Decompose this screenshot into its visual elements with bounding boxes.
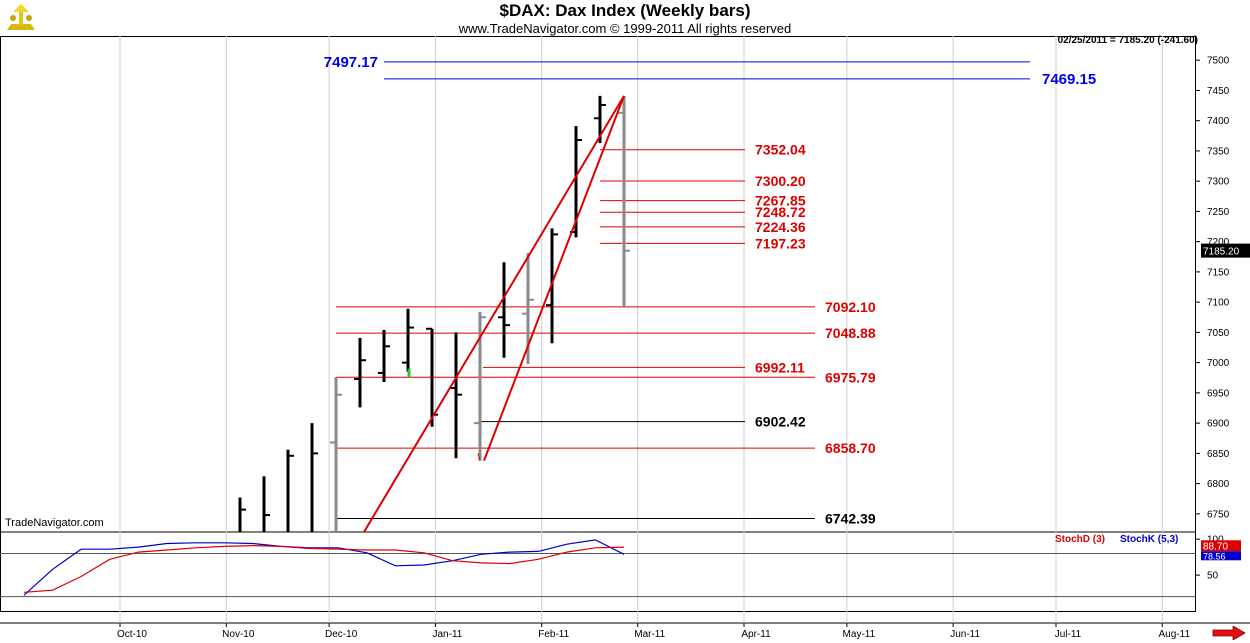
- x-tick-label: Feb-11: [538, 629, 569, 640]
- x-tick-label: Aug-11: [1159, 629, 1191, 640]
- x-tick-label: Dec-10: [325, 629, 358, 640]
- last-price-box: [1201, 243, 1250, 258]
- trade-navigator-logo-icon: [7, 4, 35, 30]
- x-tick-label: Jul-11: [1055, 629, 1082, 640]
- ohlc-bar: [498, 262, 510, 358]
- legend-stochk: StochK (5,3): [1120, 534, 1178, 545]
- ohlc-bar: [354, 337, 366, 408]
- ohlc-bar: [378, 329, 390, 382]
- osc-tick-label: 50: [1207, 571, 1219, 582]
- y-tick-label: 6900: [1207, 419, 1230, 430]
- y-tick-label: 7350: [1207, 146, 1230, 157]
- level-label-7248.72: 7248.72: [755, 204, 806, 220]
- stochk-value: 78.56: [1203, 551, 1226, 561]
- ohlc-bar: [286, 449, 294, 532]
- y-tick-label: 7450: [1207, 86, 1230, 97]
- level-label-7048.88: 7048.88: [825, 325, 876, 341]
- x-tick-label: Jun-11: [950, 629, 980, 640]
- level-label-7267.85: 7267.85: [755, 193, 806, 209]
- y-tick-label: 7100: [1207, 298, 1230, 309]
- last-price-label: 7185.20: [1203, 247, 1240, 258]
- y-tick-label: 7000: [1207, 358, 1230, 369]
- level-label-7497.17: 7497.17: [324, 54, 378, 71]
- osc-series-stochk: [23, 539, 625, 596]
- brand-watermark: TradeNavigator.com: [5, 517, 104, 529]
- ohlc-bar: [262, 476, 270, 532]
- ohlc-bar: [310, 423, 318, 532]
- trendline-0: [363, 95, 625, 533]
- level-label-6975.79: 6975.79: [825, 369, 876, 385]
- level-label-6902.42: 6902.42: [755, 414, 806, 430]
- level-label-7224.36: 7224.36: [755, 219, 806, 235]
- level-label-7300.20: 7300.20: [755, 173, 806, 189]
- y-tick-label: 7150: [1207, 267, 1230, 278]
- legend-stochd: StochD (3): [1055, 534, 1105, 545]
- level-label-6992.11: 6992.11: [755, 359, 805, 375]
- level-label-6858.70: 6858.70: [825, 440, 876, 456]
- y-tick-label: 7500: [1207, 56, 1230, 67]
- stochk-value-box: [1201, 551, 1241, 561]
- y-tick-label: 7400: [1207, 116, 1230, 127]
- y-tick-label: 7250: [1207, 207, 1230, 218]
- level-label-6742.39: 6742.39: [825, 510, 876, 526]
- ohlc-bar: [474, 311, 486, 461]
- osc-series-stochd: [23, 544, 625, 593]
- y-tick-label: 7200: [1207, 237, 1230, 248]
- chart-title: $DAX: Dax Index (Weekly bars): [499, 1, 751, 20]
- price-readout: 02/25/2011 = 7185.20 (-241.60): [1057, 35, 1198, 46]
- red-right-arrow-icon[interactable]: [1212, 626, 1246, 640]
- plot-frame: [0, 36, 1196, 612]
- trendline-anchor: [477, 453, 481, 461]
- level-label-7092.10: 7092.10: [825, 299, 876, 315]
- level-label-7197.23: 7197.23: [755, 235, 806, 251]
- y-tick-label: 7300: [1207, 177, 1230, 188]
- y-tick-label: 6750: [1207, 509, 1230, 520]
- x-tick-label: Mar-11: [634, 629, 665, 640]
- chart-subtitle: www.TradeNavigator.com © 1999-2011 All r…: [458, 21, 792, 36]
- y-tick-label: 6950: [1207, 388, 1230, 399]
- ohlc-bar: [450, 332, 462, 459]
- x-tick-label: May-11: [843, 629, 876, 640]
- ohlc-bar: [618, 95, 630, 307]
- ohlc-bar: [402, 308, 414, 372]
- stochd-value: 88.70: [1203, 541, 1228, 552]
- ohlc-bar: [330, 377, 342, 532]
- y-tick-label: 6800: [1207, 479, 1230, 490]
- x-tick-label: Jan-11: [433, 629, 463, 640]
- ohlc-bar: [238, 497, 246, 532]
- osc-tick-label: 100: [1207, 535, 1224, 546]
- level-label-7352.04: 7352.04: [755, 142, 806, 158]
- level-label-7469.15: 7469.15: [1042, 71, 1096, 88]
- stochd-value-box: [1201, 540, 1241, 552]
- y-tick-label: 7050: [1207, 328, 1230, 339]
- x-tick-label: Nov-10: [222, 629, 255, 640]
- x-tick-label: Oct-10: [117, 629, 147, 640]
- x-tick-label: Apr-11: [741, 629, 771, 640]
- trendline-1: [483, 95, 625, 461]
- y-tick-label: 6850: [1207, 449, 1230, 460]
